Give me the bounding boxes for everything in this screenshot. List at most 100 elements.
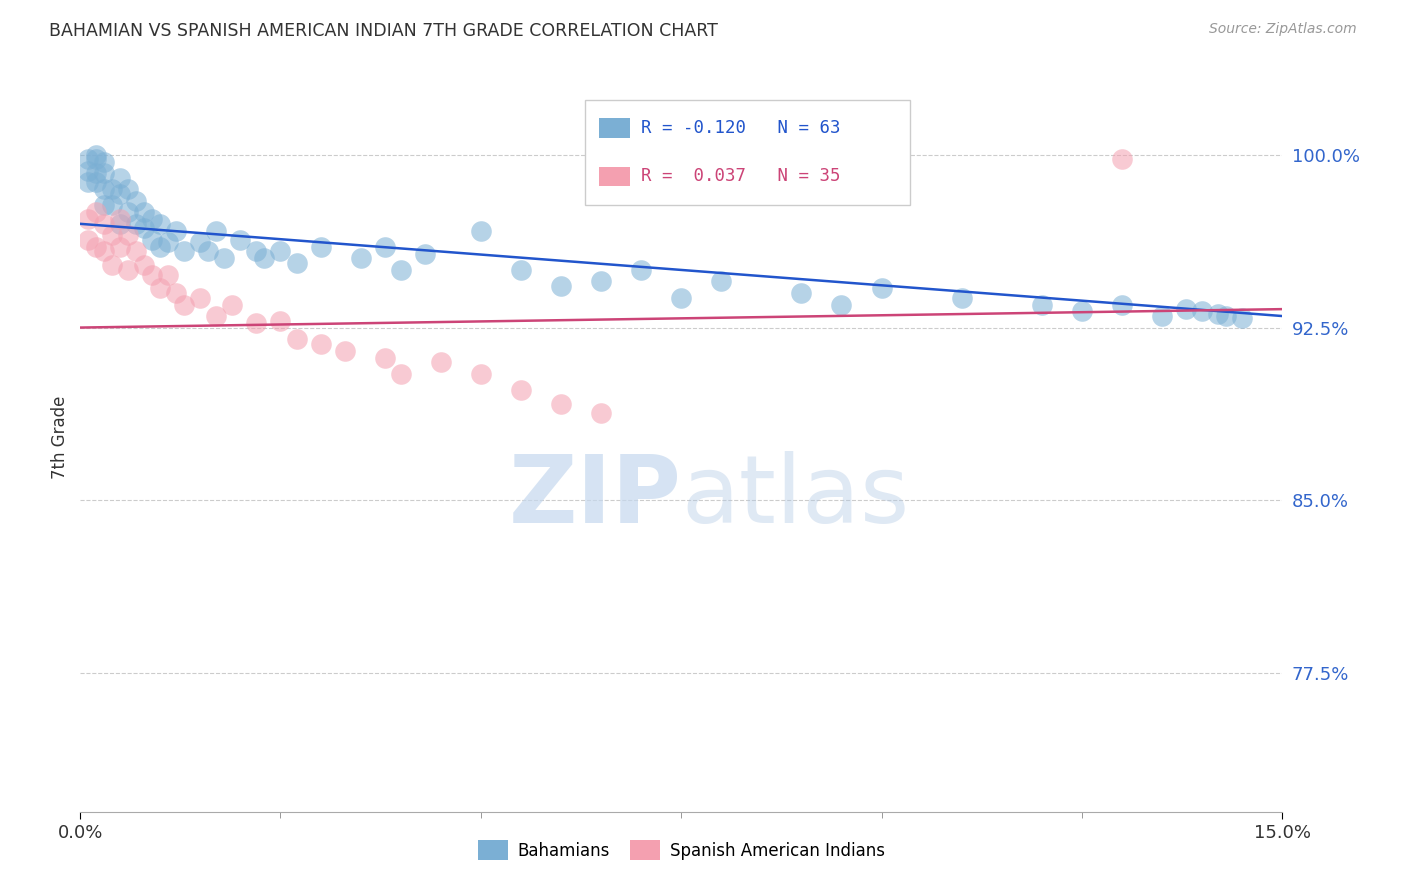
Point [591,275,613,289]
Point [77,163,100,178]
Point [1191,304,1213,318]
Point [93,182,115,196]
Point [117,228,139,243]
Point [389,263,412,277]
Point [669,291,692,305]
Point [309,240,332,254]
Point [1215,309,1237,323]
Point [125,217,148,231]
Point [229,233,252,247]
Point [117,205,139,219]
Text: Source: ZipAtlas.com: Source: ZipAtlas.com [1209,22,1357,37]
Point [125,244,148,259]
Point [1071,304,1094,318]
Point [101,198,124,212]
Point [205,309,228,323]
Text: R =  0.037   N = 35: R = 0.037 N = 35 [641,168,841,186]
Point [950,291,973,305]
Text: atlas: atlas [681,451,910,543]
Point [134,205,156,219]
Point [84,166,107,180]
Point [374,351,396,365]
Point [141,233,163,247]
Point [389,367,412,381]
Point [157,268,180,282]
Point [149,217,172,231]
Point [188,291,211,305]
Point [253,252,276,266]
Point [550,279,572,293]
Point [165,224,187,238]
Point [413,247,436,261]
Point [1111,153,1133,167]
Point [84,240,107,254]
Point [110,240,132,254]
Text: R = -0.120   N = 63: R = -0.120 N = 63 [641,120,841,137]
Point [188,235,211,250]
Point [157,235,180,250]
Point [77,153,100,167]
Point [509,263,531,277]
Point [470,367,492,381]
Point [270,313,292,327]
Y-axis label: 7th Grade: 7th Grade [51,395,69,479]
Point [93,198,115,212]
Point [197,244,219,259]
Point [117,182,139,196]
Point [77,212,100,227]
Point [245,316,267,330]
Point [1111,297,1133,311]
Legend: Bahamians, Spanish American Indians: Bahamians, Spanish American Indians [471,833,891,867]
Point [84,205,107,219]
Point [134,258,156,272]
Point [470,224,492,238]
Point [870,281,893,295]
Point [110,212,132,227]
Point [591,406,613,420]
Point [93,154,115,169]
Point [309,336,332,351]
Point [830,297,852,311]
Point [790,285,813,300]
Point [430,355,453,369]
Point [173,297,195,311]
Point [214,252,236,266]
Point [509,383,531,397]
Point [374,240,396,254]
Point [110,217,132,231]
Point [285,332,308,346]
Point [93,166,115,180]
Point [141,268,163,282]
Point [333,343,356,358]
Point [149,281,172,295]
Point [77,175,100,189]
Point [630,263,652,277]
Point [285,256,308,270]
Point [349,252,371,266]
Point [93,217,115,231]
Point [1152,309,1174,323]
Point [93,244,115,259]
Point [125,194,148,208]
Point [101,228,124,243]
Point [141,212,163,227]
Point [117,263,139,277]
Point [173,244,195,259]
Point [84,147,107,161]
Point [1232,311,1254,326]
Point [110,186,132,201]
Point [84,153,107,167]
Text: ZIP: ZIP [509,451,681,543]
Point [84,175,107,189]
Point [221,297,243,311]
Point [270,244,292,259]
Point [245,244,267,259]
Point [550,397,572,411]
Point [205,224,228,238]
Point [101,182,124,196]
Point [77,233,100,247]
Point [710,275,733,289]
Point [149,240,172,254]
Point [1206,307,1229,321]
Point [1031,297,1053,311]
